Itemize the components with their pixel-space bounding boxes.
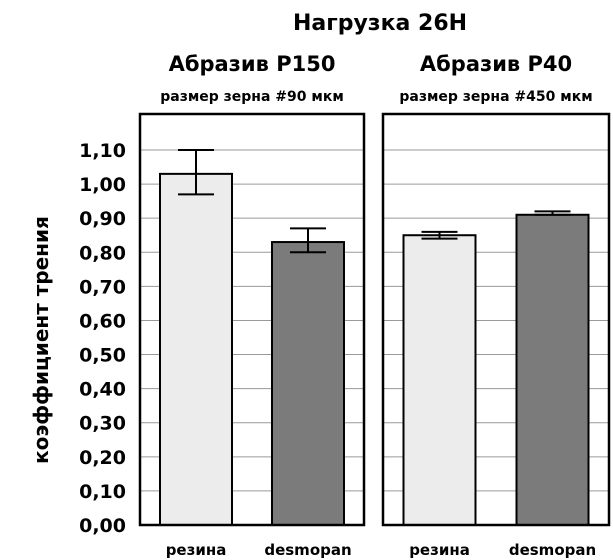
y-tick-label: 0,10 <box>79 481 126 503</box>
y-tick-label: 0,70 <box>79 276 126 298</box>
bar <box>159 172 233 526</box>
x-category-label: desmopan <box>509 541 596 559</box>
chart-title: Нагрузка 26Н <box>293 11 467 36</box>
panel-title: Абразив P40 <box>420 52 572 76</box>
bar <box>515 213 590 526</box>
chart-panel: Абразив P40 размер зерна #450 мкм резина de… <box>381 52 611 559</box>
y-tick-label: 0,50 <box>79 345 126 367</box>
y-tick-label: 1,00 <box>79 174 126 196</box>
y-tick-label: 0,80 <box>79 242 126 264</box>
panel-frame <box>138 112 366 527</box>
y-tick-label: 0,60 <box>79 310 126 332</box>
y-tick-label: 0,90 <box>79 208 126 230</box>
panel-subtitle: размер зерна #450 мкм <box>399 89 592 105</box>
y-tick-labels: 0,00 0,10 0,20 0,30 0,40 0,50 0,60 0,70 0,80 0,90… <box>79 140 126 537</box>
bar <box>402 234 477 527</box>
x-category-label: резина <box>166 541 227 559</box>
chart-panels: Абразив P150 размер зерна #90 мкм резина de… <box>138 52 611 559</box>
y-tick-label: 1,10 <box>79 140 126 162</box>
chart-panel: Абразив P150 размер зерна #90 мкм резина de… <box>138 52 366 559</box>
panel-title: Абразив P150 <box>169 52 336 76</box>
panel-subtitle: размер зерна #90 мкм <box>160 89 344 105</box>
panel-frame <box>381 112 611 527</box>
y-tick-label: 0,20 <box>79 447 126 469</box>
y-tick-label: 0,40 <box>79 379 126 401</box>
x-category-label: desmopan <box>264 541 351 559</box>
y-tick-label: 0,00 <box>79 515 126 537</box>
bar <box>271 241 345 527</box>
y-tick-label: 0,30 <box>79 413 126 435</box>
x-category-label: резина <box>409 541 470 559</box>
y-axis-label: коэффициент трения <box>29 216 53 464</box>
